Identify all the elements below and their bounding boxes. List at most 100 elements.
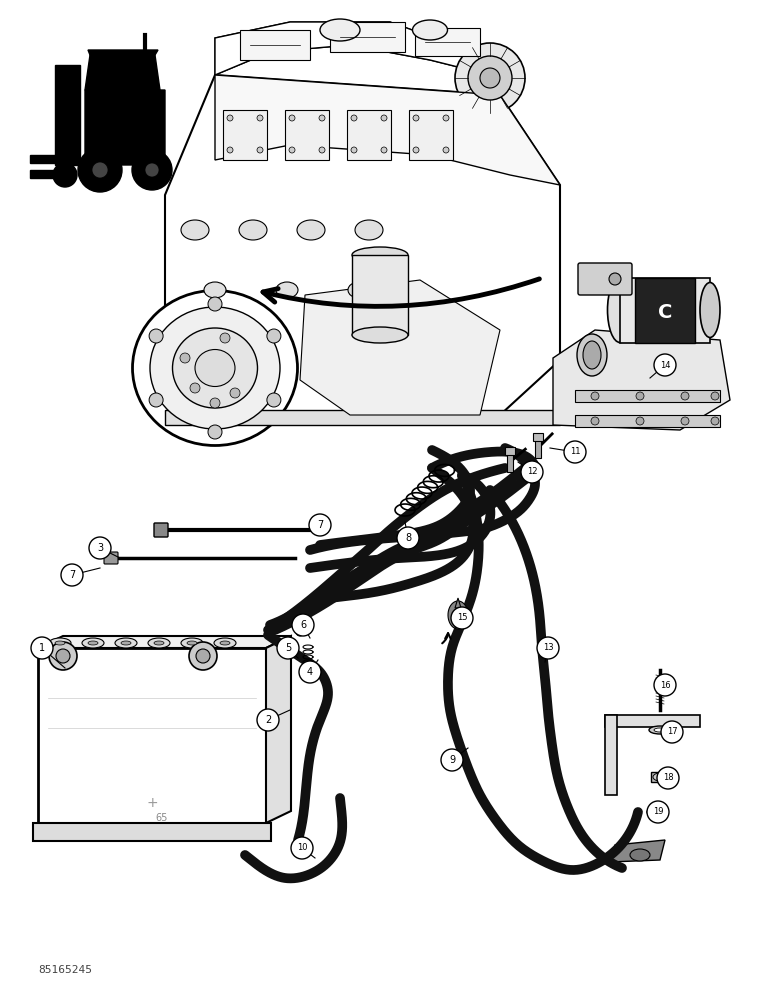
FancyBboxPatch shape <box>104 552 118 564</box>
Ellipse shape <box>649 726 671 734</box>
FancyBboxPatch shape <box>352 255 408 335</box>
Ellipse shape <box>148 638 170 648</box>
Ellipse shape <box>583 341 601 369</box>
Ellipse shape <box>654 728 666 732</box>
Ellipse shape <box>700 282 720 338</box>
Text: 4: 4 <box>307 667 313 677</box>
Circle shape <box>351 147 357 153</box>
Circle shape <box>149 393 163 407</box>
Circle shape <box>381 115 387 121</box>
Circle shape <box>31 637 53 659</box>
Polygon shape <box>55 65 80 165</box>
Polygon shape <box>415 28 480 56</box>
Polygon shape <box>215 22 510 80</box>
Text: 17: 17 <box>667 728 677 736</box>
Circle shape <box>189 642 217 670</box>
Circle shape <box>319 115 325 121</box>
Polygon shape <box>330 22 405 52</box>
Polygon shape <box>165 75 560 415</box>
Circle shape <box>257 115 263 121</box>
Ellipse shape <box>220 641 230 645</box>
Text: 2: 2 <box>265 715 271 725</box>
Circle shape <box>591 417 599 425</box>
Ellipse shape <box>195 350 235 386</box>
Circle shape <box>609 273 621 285</box>
Text: 8: 8 <box>405 533 411 543</box>
Polygon shape <box>30 170 60 178</box>
Ellipse shape <box>630 849 650 861</box>
Ellipse shape <box>647 808 663 816</box>
Ellipse shape <box>204 282 226 298</box>
Ellipse shape <box>348 282 370 298</box>
Text: 14: 14 <box>660 360 670 369</box>
Ellipse shape <box>181 220 209 240</box>
Circle shape <box>468 56 512 100</box>
Polygon shape <box>605 715 700 727</box>
FancyBboxPatch shape <box>578 263 632 295</box>
Ellipse shape <box>214 638 236 648</box>
Circle shape <box>654 354 676 376</box>
Text: 3: 3 <box>97 543 103 553</box>
FancyBboxPatch shape <box>154 523 168 537</box>
Ellipse shape <box>577 334 607 376</box>
FancyBboxPatch shape <box>223 110 267 160</box>
Polygon shape <box>575 415 720 427</box>
Circle shape <box>56 649 70 663</box>
Ellipse shape <box>352 247 408 263</box>
Polygon shape <box>448 601 468 629</box>
Text: 7: 7 <box>69 570 75 580</box>
Ellipse shape <box>187 641 197 645</box>
Circle shape <box>227 115 233 121</box>
Ellipse shape <box>320 19 360 41</box>
Circle shape <box>397 527 419 549</box>
Text: 12: 12 <box>527 468 537 477</box>
Circle shape <box>681 392 689 400</box>
Circle shape <box>89 537 111 559</box>
Circle shape <box>257 709 279 731</box>
Text: C: C <box>658 302 672 322</box>
Circle shape <box>681 417 689 425</box>
Polygon shape <box>605 715 617 795</box>
Polygon shape <box>33 823 271 841</box>
Circle shape <box>227 147 233 153</box>
Bar <box>507 450 513 472</box>
Ellipse shape <box>88 641 98 645</box>
Circle shape <box>196 649 210 663</box>
Circle shape <box>296 628 304 636</box>
Circle shape <box>208 297 222 311</box>
Polygon shape <box>85 55 160 90</box>
Circle shape <box>132 150 172 190</box>
Ellipse shape <box>297 220 325 240</box>
FancyBboxPatch shape <box>285 110 329 160</box>
Text: 1: 1 <box>39 643 45 653</box>
Text: 5: 5 <box>285 643 291 653</box>
Ellipse shape <box>181 638 203 648</box>
Circle shape <box>451 607 473 629</box>
Circle shape <box>149 329 163 343</box>
Circle shape <box>309 514 331 536</box>
Ellipse shape <box>239 220 267 240</box>
Circle shape <box>291 837 313 859</box>
FancyBboxPatch shape <box>620 278 710 343</box>
Text: 18: 18 <box>662 774 673 782</box>
Polygon shape <box>575 390 720 402</box>
Text: 10: 10 <box>296 844 307 852</box>
Text: 85165245: 85165245 <box>38 965 92 975</box>
Circle shape <box>49 642 77 670</box>
Circle shape <box>711 392 719 400</box>
Polygon shape <box>455 598 461 608</box>
Circle shape <box>257 147 263 153</box>
Circle shape <box>711 417 719 425</box>
Circle shape <box>413 115 419 121</box>
Text: 11: 11 <box>570 448 581 456</box>
Polygon shape <box>215 22 510 80</box>
Text: +: + <box>146 796 157 810</box>
Text: 16: 16 <box>660 680 670 690</box>
Circle shape <box>61 564 83 586</box>
Bar <box>535 436 541 458</box>
FancyBboxPatch shape <box>651 772 669 782</box>
Circle shape <box>289 115 295 121</box>
Circle shape <box>145 163 159 177</box>
FancyBboxPatch shape <box>409 110 453 160</box>
Circle shape <box>289 147 295 153</box>
